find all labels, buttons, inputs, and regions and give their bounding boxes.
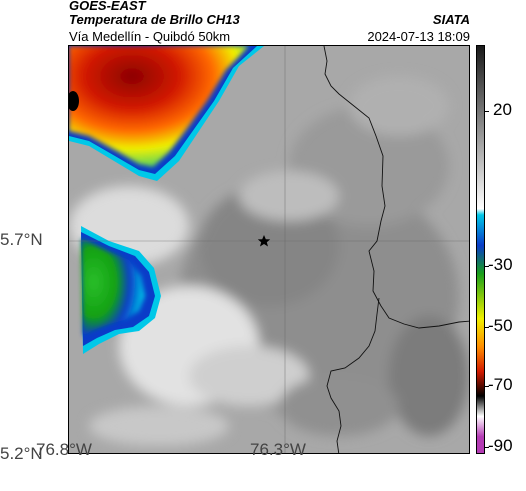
colorbar-label-minus90: -90 xyxy=(488,436,513,455)
star-marker xyxy=(257,235,271,247)
lon-label-east: 76.3°W xyxy=(250,440,306,459)
product-title: Temperatura de Brillo CH13 xyxy=(69,12,240,27)
admin-border xyxy=(323,46,469,329)
gray-texture xyxy=(69,76,469,446)
colorbar-tick xyxy=(485,327,489,328)
colorbar-label-minus50: -50 xyxy=(488,316,513,335)
cold-cloud-left xyxy=(81,226,161,354)
region-subtitle: Vía Medellín - Quibdó 50km xyxy=(69,29,231,44)
brightness-temperature-map xyxy=(68,45,470,454)
lat-label-south: 5.2°N xyxy=(0,444,43,463)
colorbar-tick xyxy=(485,266,489,267)
colorbar-label-minus30: -30 xyxy=(488,255,513,274)
map-canvas xyxy=(69,46,469,453)
colorbar xyxy=(476,45,485,454)
satellite-title: GOES-EAST xyxy=(69,0,146,13)
cold-cloud-top xyxy=(69,46,264,181)
colorbar-tick xyxy=(485,386,489,387)
agency-label: SIATA xyxy=(432,12,470,27)
lon-label-west: 76.8°W xyxy=(36,440,92,459)
datetime-label: 2024-07-13 18:09 xyxy=(367,29,470,44)
lat-label-north: 5.7°N xyxy=(0,230,43,249)
colorbar-tick xyxy=(485,111,489,112)
colorbar-tick xyxy=(485,447,489,448)
colorbar-label-20: 20 xyxy=(493,100,512,119)
admin-border-south xyxy=(326,297,380,453)
colorbar-label-minus70: -70 xyxy=(488,375,513,394)
